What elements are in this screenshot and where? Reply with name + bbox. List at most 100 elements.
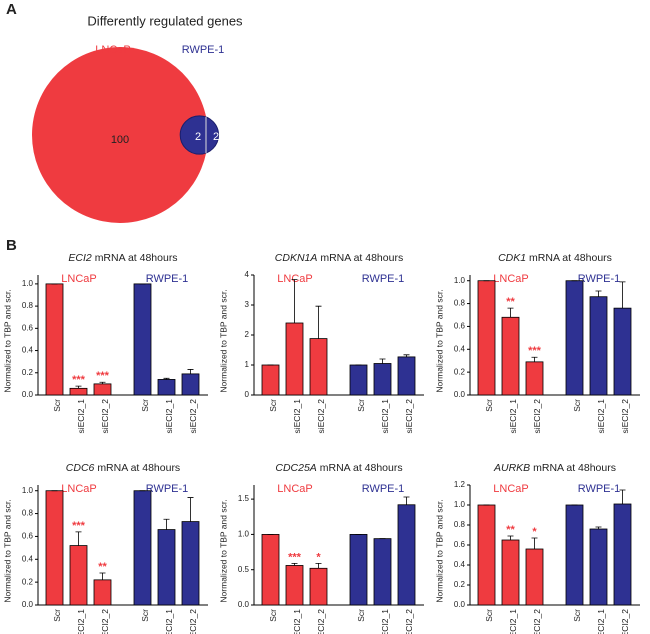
bar (181, 373, 200, 396)
error-bar (403, 354, 410, 357)
y-tick-label: 1 (245, 360, 250, 369)
y-tick-label: 0.0 (454, 390, 466, 399)
y-tick-label: 0.4 (22, 554, 34, 563)
x-tick-label: siECI2_2 (316, 609, 326, 634)
group-label: LNCaP (61, 483, 96, 495)
error-bar (619, 489, 626, 504)
bar (525, 361, 544, 396)
y-tick-label: 0.0 (454, 600, 466, 609)
title-gene: CDK1 (498, 252, 526, 264)
y-tick-label: 0.8 (454, 299, 466, 308)
bar (373, 363, 392, 396)
title-text: mRNA at 48hours (320, 252, 403, 264)
chart-title: CDC25A mRNA at 48hours (275, 462, 402, 474)
significance: *** (96, 370, 110, 382)
chart-title: CDKN1A mRNA at 48hours (275, 252, 403, 264)
x-tick-label: Scr (268, 399, 278, 412)
y-tick-label: 1.0 (454, 500, 466, 509)
error-bar (291, 562, 298, 566)
bar (589, 296, 608, 396)
bar (93, 383, 112, 396)
y-axis-label: Normalized to TBP and scr. (434, 289, 444, 392)
y-tick-label: 1.0 (22, 279, 34, 288)
chart-title: CDC6 mRNA at 48hours (66, 462, 180, 474)
x-tick-label: Scr (572, 609, 582, 622)
x-tick-label: siECI2_1 (596, 399, 606, 434)
group-label: RWPE-1 (146, 273, 189, 285)
bar (613, 307, 632, 396)
error-bar (531, 537, 538, 549)
bar (261, 534, 280, 606)
x-tick-label: siECI2_2 (100, 399, 110, 434)
bar (69, 545, 88, 606)
x-tick-label: siECI2_1 (508, 609, 518, 634)
error-bar (403, 496, 410, 505)
error-bar (187, 369, 194, 374)
y-tick-label: 1.2 (454, 480, 466, 489)
y-tick-label: 0.4 (454, 560, 466, 569)
significance: ** (98, 561, 107, 573)
bar (285, 565, 304, 606)
error-bar (531, 356, 538, 362)
y-tick-label: 3 (245, 300, 250, 309)
x-tick-label: siECI2_1 (380, 609, 390, 634)
y-tick-label: 0.6 (22, 532, 34, 541)
y-tick-label: 0 (245, 390, 250, 399)
error-bar (619, 281, 626, 309)
significance: *** (72, 520, 86, 532)
y-tick-label: 1.0 (22, 486, 34, 495)
bar (349, 534, 368, 606)
error-bar (595, 290, 602, 297)
region-value: 2 (213, 131, 219, 143)
bar (501, 316, 520, 396)
bar (157, 379, 176, 396)
x-tick-label: siECI2_2 (188, 399, 198, 434)
y-axis-label: Normalized to TBP and scr. (218, 499, 228, 602)
x-tick-label: siECI2_2 (620, 399, 630, 434)
y-tick-label: 1.0 (454, 276, 466, 285)
y-tick-label: 0.0 (22, 390, 34, 399)
title-text: mRNA at 48hours (97, 462, 180, 474)
x-tick-label: Scr (140, 399, 150, 412)
bar (477, 504, 496, 606)
x-tick-label: Scr (140, 609, 150, 622)
error-bar (315, 562, 322, 569)
significance: * (532, 526, 537, 538)
y-tick-label: 0.0 (22, 600, 34, 609)
x-tick-label: Scr (484, 609, 494, 622)
chart-title: ECI2 mRNA at 48hours (68, 252, 177, 264)
x-tick-label: Scr (52, 609, 62, 622)
x-tick-label: Scr (572, 399, 582, 412)
title-gene: CDKN1A (275, 252, 318, 264)
title-gene: ECI2 (68, 252, 92, 264)
significance: ** (506, 296, 515, 308)
error-bar (99, 572, 106, 580)
venn-title: Differently regulated genes (87, 13, 243, 28)
region-value: 2 (195, 131, 201, 143)
x-tick-label: siECI2_2 (100, 609, 110, 634)
x-tick-label: Scr (356, 399, 366, 412)
x-tick-label: Scr (356, 609, 366, 622)
x-tick-label: Scr (52, 399, 62, 412)
y-axis-label: Normalized to TBP and scr. (2, 289, 12, 392)
y-tick-label: 0.8 (22, 301, 34, 310)
group-label: RWPE-1 (146, 483, 189, 495)
x-tick-label: siECI2_1 (380, 399, 390, 434)
title-text: mRNA at 48hours (95, 252, 178, 264)
x-tick-label: siECI2_1 (76, 609, 86, 634)
y-tick-label: 0.2 (22, 577, 34, 586)
x-tick-label: siECI2_2 (532, 609, 542, 634)
y-tick-label: 0.0 (238, 600, 250, 609)
bar (565, 504, 584, 606)
y-tick-label: 0.8 (454, 520, 466, 529)
y-tick-label: 0.8 (22, 509, 34, 518)
venn-circle (32, 47, 208, 223)
y-tick-label: 0.6 (22, 323, 34, 332)
bar (373, 538, 392, 606)
bar (565, 280, 584, 396)
bar (397, 356, 416, 396)
title-gene: CDC25A (275, 462, 316, 474)
x-tick-label: siECI2_1 (508, 399, 518, 434)
title-gene: AURKB (493, 462, 530, 474)
